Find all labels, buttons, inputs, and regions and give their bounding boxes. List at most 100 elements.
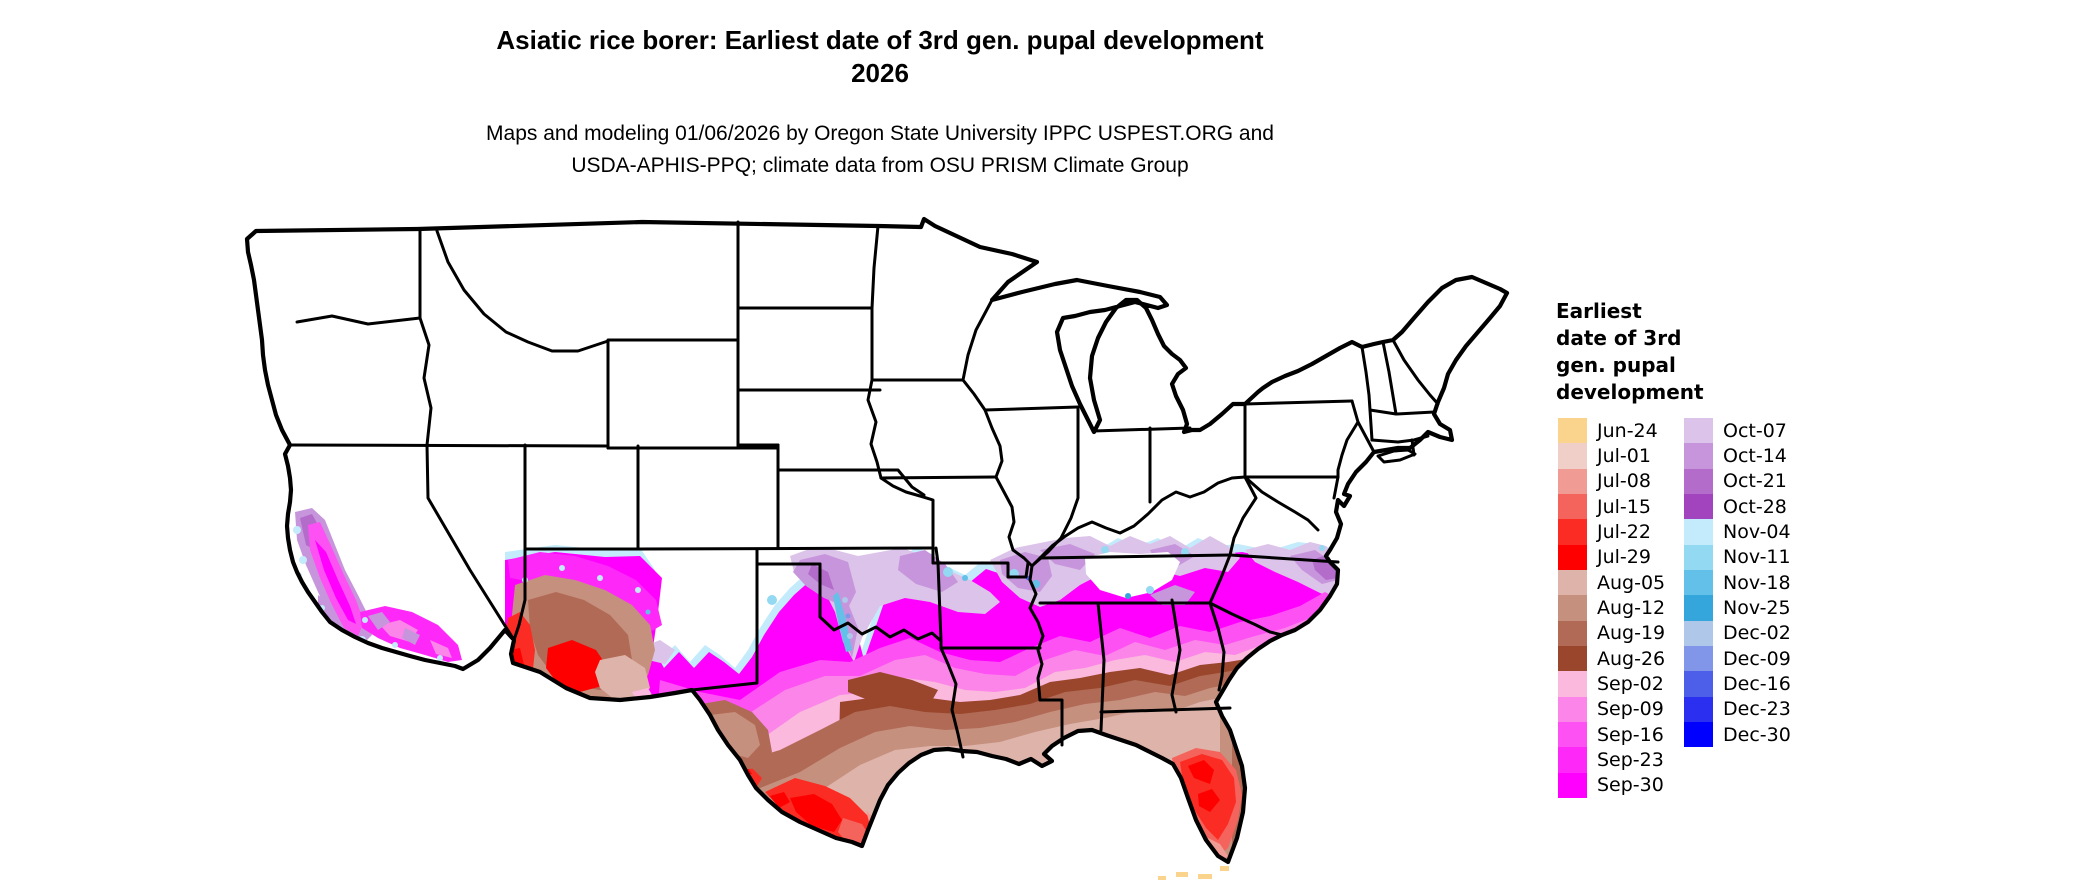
legend-swatch-nov11 [1684,544,1713,570]
legend-swatch-nov18 [1684,569,1713,596]
legend-title-line: gen. pupal [1556,353,1676,377]
legend-swatch-dec16 [1684,671,1713,697]
legend-row-aug19: Aug-19 [1558,620,1666,646]
legend-swatch-aug26 [1558,645,1587,672]
legend-title-line: development [1556,380,1704,404]
az-se-tan [595,655,650,700]
legend-label-dec16: Dec-16 [1723,672,1791,695]
legend-row-nov18: Nov-18 [1684,569,1791,596]
legend-label-dec23: Dec-23 [1723,698,1791,721]
legend-row-nov04: Nov-04 [1684,519,1791,545]
legend-label-aug12: Aug-12 [1597,596,1666,619]
speck-dec09-a [845,613,851,619]
legend-row-aug12: Aug-12 [1558,595,1666,621]
socal-pink-b [430,640,452,658]
legend-swatch-sep16 [1558,721,1587,748]
socal-speck-b [392,642,398,648]
border-ne-ks [776,468,926,497]
stx-jul29-b [770,792,790,808]
legend-label-jul08: Jul-08 [1597,470,1651,493]
stx-jul29-a [790,794,842,832]
speck-nov11-d [1101,546,1109,554]
ca-valley-magenta-core [315,540,356,624]
speck-nov25-a [1125,593,1131,599]
page-title: Asiatic rice borer: Earliest date of 3rd… [0,24,1760,90]
border-ny-pa [1243,399,1354,406]
legend-row-jun24: Jun-24 [1558,418,1665,444]
speck-nov11-a [767,595,777,605]
az-speck-e [645,609,651,615]
legend-column-right: Oct-07 Oct-14 Oct-21 Oct-28 Nov-04 Nov-11 Nov-… [1684,418,1791,748]
border-ia-mo [879,475,998,480]
socal-speck-a [362,617,368,623]
legend-row-aug26: Aug-26 [1558,645,1665,672]
legend-row-aug05: Aug-05 [1558,569,1665,596]
legend-row-nov25: Nov-25 [1684,595,1791,621]
border-ca-nv [425,443,516,665]
subtitle: Maps and modeling 01/06/2026 by Oregon S… [0,118,1760,182]
speck-nov18-a [962,575,968,581]
legend-row-dec23: Dec-23 [1684,696,1791,722]
legend-row-sep23: Sep-23 [1558,747,1665,773]
legend-column-left: Jun-24 Jul-01 Jul-08 Jul-15 Jul-22 Jul-29 Aug-… [1558,418,1665,798]
legend-row-dec09: Dec-09 [1684,645,1791,672]
legend-title: Earliest date of 3rd gen. pupal developm… [1556,298,1856,406]
keys-dash-d [1220,866,1229,871]
border-tx-ok [818,562,943,643]
legend-swatch-oct21 [1684,468,1713,494]
title-line-2: 2026 [851,58,909,88]
border-tn-nc [1208,553,1232,605]
border-fl-north [1099,706,1232,714]
border-pa-east [1336,399,1360,479]
legend-row-sep02: Sep-02 [1558,671,1665,697]
legend-row-oct21: Oct-21 [1684,468,1791,494]
az-speck-b [559,565,565,571]
legend-swatch-oct07 [1684,418,1713,444]
legend-row-oct14: Oct-14 [1684,443,1791,469]
legend-label-oct21: Oct-21 [1723,470,1787,493]
fl-jul29-a [1188,760,1214,784]
border-md-de [1332,475,1340,500]
socal-purple-a [368,612,390,630]
legend-row-jul22: Jul-22 [1558,519,1665,545]
border-vt-nh [1381,340,1398,416]
legend-label-sep09: Sep-09 [1597,698,1664,721]
legend-swatch-jul15 [1558,493,1587,520]
legend-row-jul29: Jul-29 [1558,544,1665,570]
border-mn-wi [961,298,994,382]
legend-label-dec30: Dec-30 [1723,723,1791,746]
legend-swatch-jun24 [1558,418,1587,444]
legend-label-nov04: Nov-04 [1723,520,1791,543]
legend-label-sep23: Sep-23 [1597,748,1664,771]
legend-label-aug19: Aug-19 [1597,622,1666,645]
speck-nov11-f [1146,586,1154,594]
legend-label-nov18: Nov-18 [1723,571,1791,594]
border-ky-tn [1038,553,1232,560]
socal-speck-c [437,655,443,661]
legend-label-jun24: Jun-24 [1597,419,1658,442]
legend-label-oct28: Oct-28 [1723,495,1787,518]
border-nh-me [1391,338,1440,406]
va-speck-a [1319,545,1325,551]
border-mi-south [1091,426,1192,433]
legend-row-dec02: Dec-02 [1684,620,1791,646]
hillcountry-darkbrown [848,672,938,704]
legend-swatch-sep09 [1558,696,1587,722]
border-nm-tx [690,547,822,692]
az-speck-d [635,587,641,593]
border-ma-north [1368,408,1436,416]
legend: Earliest date of 3rd gen. pupal developm… [1556,298,1856,798]
border-ms-al [1096,601,1106,732]
legend-row-oct07: Oct-07 [1684,418,1791,444]
patch-oct14-b [898,550,958,592]
subtitle-line-2: USDA-APHIS-PPQ; climate data from OSU PR… [571,154,1189,177]
legend-label-jul15: Jul-15 [1597,495,1651,518]
legend-label-sep16: Sep-16 [1597,723,1664,746]
legend-swatch-dec23 [1684,696,1713,722]
legend-row-sep16: Sep-16 [1558,721,1665,748]
legend-row-nov11: Nov-11 [1684,544,1791,570]
speck-dec02-a [842,597,848,603]
border-ny-nj [1356,420,1376,454]
legend-label-oct14: Oct-14 [1723,444,1787,467]
border-ma-south [1370,434,1430,444]
